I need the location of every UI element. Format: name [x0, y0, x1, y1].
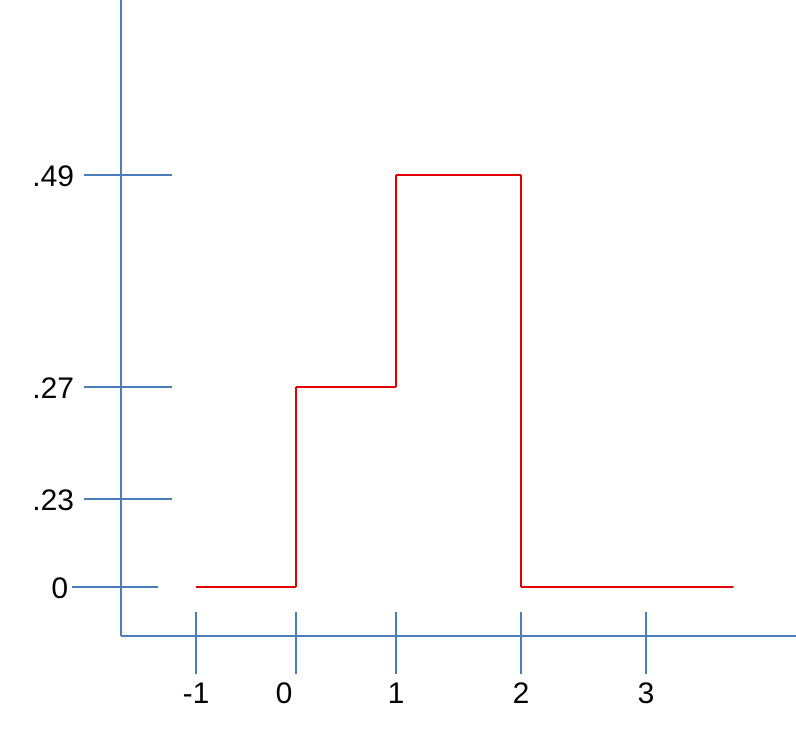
x-tick-label: 0 [276, 677, 293, 710]
x-tick-label: 1 [388, 677, 405, 710]
series-group [196, 174, 734, 588]
x-tick-label: -1 [183, 677, 210, 710]
y-ticks: 0 .23 .27 .49 [32, 160, 172, 605]
y-tick-label: 0 [51, 572, 68, 605]
x-tick-label: 2 [513, 677, 530, 710]
x-ticks: -1 0 1 2 3 [183, 612, 655, 710]
y-tick-label: .49 [32, 160, 74, 193]
y-tick-label: .23 [32, 484, 74, 517]
x-tick-label: 3 [638, 677, 655, 710]
y-tick-label: .27 [32, 372, 74, 405]
